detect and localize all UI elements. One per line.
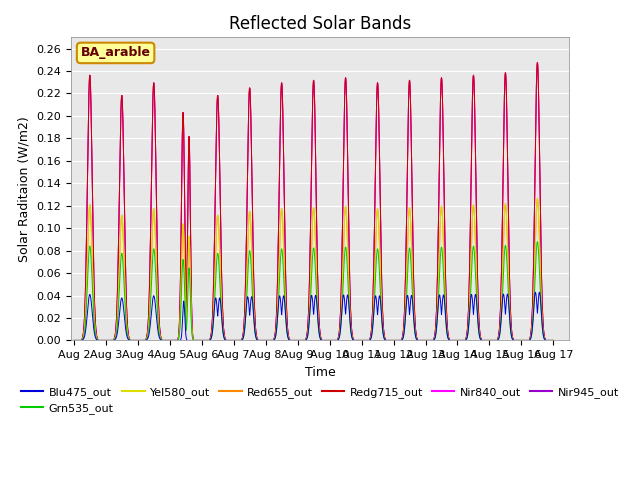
Legend: Blu475_out, Grn535_out, Yel580_out, Red655_out, Redg715_out, Nir840_out, Nir945_: Blu475_out, Grn535_out, Yel580_out, Red6…: [17, 383, 623, 419]
Y-axis label: Solar Raditaion (W/m2): Solar Raditaion (W/m2): [17, 116, 31, 262]
Title: Reflected Solar Bands: Reflected Solar Bands: [229, 15, 411, 33]
X-axis label: Time: Time: [305, 366, 335, 379]
Text: BA_arable: BA_arable: [81, 47, 150, 60]
